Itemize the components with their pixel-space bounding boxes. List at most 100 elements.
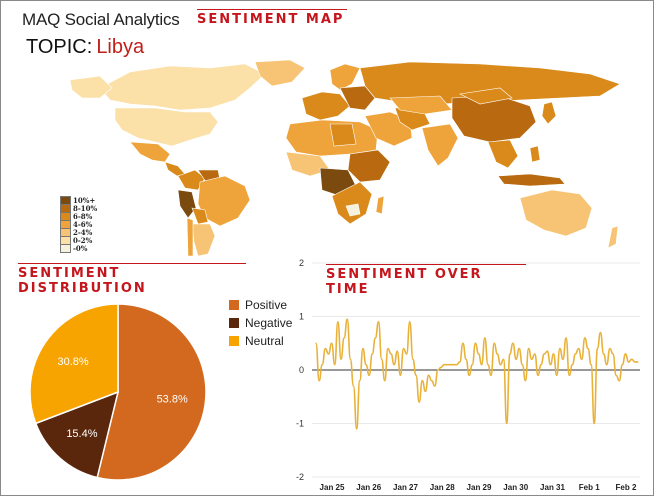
sentiment-point	[612, 353, 614, 355]
sentiment-point	[399, 374, 402, 376]
map-region-scandinavia[interactable]	[329, 63, 361, 91]
sentiment-point	[590, 364, 592, 366]
sentiment-point	[518, 348, 520, 350]
sentiment-point	[315, 342, 317, 344]
map-region-canada[interactable]	[99, 63, 266, 111]
map-region-west-africa[interactable]	[285, 151, 331, 177]
map-region-india[interactable]	[421, 123, 459, 167]
map-region-philippines[interactable]	[529, 145, 541, 163]
sentiment-distribution-heading: SENTIMENT DISTRIBUTION	[18, 263, 246, 296]
sentiment-point	[387, 348, 389, 350]
sentiment-point	[440, 366, 442, 368]
sentiment-point	[549, 364, 552, 366]
pie-slice-neutral[interactable]	[29, 303, 119, 425]
map-region-japan[interactable]	[541, 101, 557, 125]
sentiment-point	[493, 342, 495, 344]
pie-legend-item: Neutral	[229, 332, 292, 350]
sentiment-point	[524, 380, 527, 382]
sentiment-point	[515, 358, 517, 360]
sentiment-point	[415, 374, 417, 376]
pie-legend-item: Negative	[229, 314, 292, 332]
sentiment-point	[396, 350, 398, 352]
sentiment-point	[337, 321, 339, 323]
map-region-indonesia[interactable]	[497, 173, 566, 187]
map-region-mongolia[interactable]	[459, 87, 513, 105]
sentiment-point	[496, 353, 498, 355]
map-region-southeast-asia[interactable]	[487, 139, 519, 169]
sentiment-point	[628, 361, 630, 363]
sentiment-point	[449, 364, 452, 366]
sentiment-point	[624, 353, 627, 355]
map-region-australia[interactable]	[519, 189, 593, 237]
map-region-alaska[interactable]	[69, 75, 113, 99]
pie-slice-positive[interactable]	[96, 303, 207, 481]
pie-slice-label: 15.4%	[66, 428, 97, 440]
sentiment-over-time-chart: 2 1 0 -1 -2 Jan 25 Jan 26 Jan 27 Jan 28 Jan 29 Jan…	[296, 258, 640, 492]
sentiment-point	[574, 353, 577, 355]
sentiment-point	[418, 401, 420, 403]
map-region-east-africa[interactable]	[347, 149, 391, 183]
sentiment-point	[546, 350, 548, 352]
map-region-chile[interactable]	[186, 217, 194, 257]
sentiment-point	[578, 348, 580, 350]
map-region-central-asia[interactable]	[389, 95, 453, 115]
sentiment-point	[502, 358, 505, 360]
sentiment-point	[499, 364, 502, 366]
sentiment-map-heading: SENTIMENT MAP	[197, 9, 347, 27]
sentiment-point	[374, 337, 376, 339]
pie-slice-negative[interactable]	[34, 390, 120, 479]
sentiment-point	[490, 374, 492, 376]
sentiment-point	[637, 361, 639, 363]
sentiment-point	[384, 380, 386, 382]
map-region-eastern-europe[interactable]	[339, 85, 376, 111]
sentiment-point	[368, 374, 370, 376]
x-tick-label: Feb 1	[579, 483, 600, 492]
sentiment-point	[318, 380, 320, 382]
sentiment-world-map[interactable]	[60, 58, 650, 258]
sentiment-point	[381, 358, 383, 360]
x-tick-label: Feb 2	[616, 483, 637, 492]
sentiment-point	[468, 374, 470, 376]
map-region-south-africa-light[interactable]	[345, 203, 361, 217]
map-region-argentina[interactable]	[191, 223, 216, 257]
map-region-usa[interactable]	[114, 107, 219, 147]
sentiment-point	[406, 353, 408, 355]
x-tick-label: Jan 26	[356, 483, 381, 492]
map-region-china[interactable]	[451, 95, 537, 143]
map-region-mexico[interactable]	[129, 141, 171, 163]
sentiment-point	[534, 353, 536, 355]
sentiment-point	[321, 364, 323, 366]
map-region-brazil[interactable]	[197, 175, 251, 227]
map-region-bolivia[interactable]	[191, 207, 209, 225]
pie-slice-label: 53.8%	[157, 393, 188, 405]
x-tick-label: Jan 31	[540, 483, 565, 492]
sentiment-point	[484, 337, 486, 339]
map-legend-label: 2-4%	[73, 227, 93, 237]
x-tick-label: Jan 28	[430, 483, 455, 492]
sentiment-point	[437, 369, 439, 371]
map-region-new-zealand[interactable]	[607, 225, 619, 249]
sentiment-point	[421, 380, 423, 382]
map-region-madagascar[interactable]	[375, 195, 385, 215]
map-region-greenland[interactable]	[254, 59, 306, 87]
map-region-libya[interactable]	[329, 123, 357, 147]
map-legend-label: 10%+	[73, 195, 96, 205]
map-region-central-america[interactable]	[164, 161, 186, 177]
sentiment-point	[446, 364, 448, 366]
sentiment-point	[434, 385, 436, 387]
sentiment-point	[462, 342, 464, 344]
map-region-western-europe[interactable]	[301, 91, 351, 121]
sentiment-point	[331, 342, 333, 344]
sentiment-point	[609, 348, 611, 350]
map-region-southern-africa[interactable]	[331, 181, 373, 225]
sentiment-point	[409, 321, 411, 323]
sentiment-point	[512, 342, 514, 344]
map-region-russia[interactable]	[359, 61, 621, 105]
map-region-peru[interactable]	[177, 189, 197, 219]
sentiment-point	[540, 364, 542, 366]
map-legend-label: 0-2%	[73, 235, 93, 245]
sentiment-point	[456, 364, 458, 366]
sentiment-point	[606, 364, 608, 366]
sentiment-point	[340, 358, 342, 360]
